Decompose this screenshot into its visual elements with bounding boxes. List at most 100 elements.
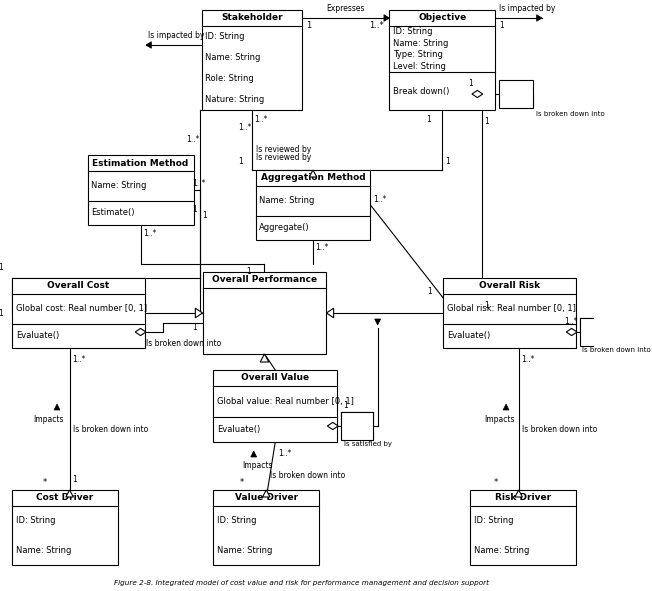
Text: Stakeholder: Stakeholder xyxy=(221,14,283,22)
Text: Is broken down into: Is broken down into xyxy=(582,347,650,353)
Text: 1: 1 xyxy=(0,309,3,317)
Text: 1..*: 1..* xyxy=(373,196,387,204)
Bar xyxy=(256,170,370,240)
Text: Global cost: Real number [0, 1]: Global cost: Real number [0, 1] xyxy=(16,304,147,313)
Text: Overall Risk: Overall Risk xyxy=(479,281,541,291)
Text: 1: 1 xyxy=(468,80,473,89)
Text: 1: 1 xyxy=(192,323,198,333)
Polygon shape xyxy=(515,490,522,497)
Text: 1: 1 xyxy=(484,118,489,126)
Text: ID: String: ID: String xyxy=(393,27,432,36)
Text: 1..*: 1..* xyxy=(143,229,156,238)
Text: 1: 1 xyxy=(426,115,431,125)
Text: Name: String: Name: String xyxy=(393,39,449,48)
Text: Value Driver: Value Driver xyxy=(235,493,298,502)
Text: Name: String: Name: String xyxy=(217,545,273,555)
Text: Break down(): Break down() xyxy=(393,87,449,96)
Text: Is broken down into: Is broken down into xyxy=(522,424,597,434)
Text: Objective: Objective xyxy=(418,14,466,22)
Text: Risk Driver: Risk Driver xyxy=(495,493,551,502)
Text: 1..*: 1..* xyxy=(278,450,291,459)
Text: Is broken down into: Is broken down into xyxy=(73,424,149,434)
Polygon shape xyxy=(146,42,151,48)
Polygon shape xyxy=(375,319,381,325)
Text: Overall Performance: Overall Performance xyxy=(212,275,317,284)
Polygon shape xyxy=(327,423,338,430)
Text: Figure 2-8. Integrated model of cost value and risk for performance management a: Figure 2-8. Integrated model of cost val… xyxy=(114,580,489,586)
Text: 1: 1 xyxy=(72,476,77,485)
Text: Aggregate(): Aggregate() xyxy=(259,223,310,232)
Text: *: * xyxy=(494,478,497,486)
Text: Level: String: Level: String xyxy=(393,62,446,71)
Polygon shape xyxy=(309,170,317,177)
Text: Is reviewed by: Is reviewed by xyxy=(256,145,312,154)
Bar xyxy=(443,278,576,348)
Bar xyxy=(213,370,337,442)
Text: Expresses: Expresses xyxy=(327,4,365,13)
Polygon shape xyxy=(66,490,74,497)
Text: Impacts: Impacts xyxy=(242,462,273,470)
Text: 1: 1 xyxy=(499,21,503,30)
Text: 1..*: 1..* xyxy=(316,243,329,252)
Text: Name: String: Name: String xyxy=(91,181,147,190)
Text: Is satisfied by: Is satisfied by xyxy=(344,441,391,447)
Text: 1..*: 1..* xyxy=(192,180,206,189)
Text: 1: 1 xyxy=(427,287,432,297)
Text: Role: String: Role: String xyxy=(205,74,254,83)
Text: Overall Value: Overall Value xyxy=(241,374,309,382)
Text: 1..*: 1..* xyxy=(186,135,200,145)
Text: 1..*: 1..* xyxy=(72,356,85,365)
Text: 1: 1 xyxy=(306,21,311,31)
Text: 1: 1 xyxy=(344,401,348,411)
Text: Cost Driver: Cost Driver xyxy=(37,493,94,502)
Text: 1: 1 xyxy=(203,210,207,219)
Text: Impacts: Impacts xyxy=(34,414,64,424)
Text: *: * xyxy=(42,478,47,486)
Text: Is broken down into: Is broken down into xyxy=(270,472,345,480)
Text: 1: 1 xyxy=(484,301,489,310)
Text: Global value: Real number [0, 1]: Global value: Real number [0, 1] xyxy=(217,397,354,406)
Bar xyxy=(87,155,194,225)
Text: Is impacted by: Is impacted by xyxy=(499,4,556,13)
Text: ID: String: ID: String xyxy=(217,517,256,525)
Bar xyxy=(12,490,118,565)
Polygon shape xyxy=(503,404,509,410)
Bar xyxy=(389,10,496,110)
Polygon shape xyxy=(327,308,334,318)
Polygon shape xyxy=(566,329,577,336)
Text: Is broken down into: Is broken down into xyxy=(536,111,604,117)
Text: ID: String: ID: String xyxy=(16,517,55,525)
Bar xyxy=(203,272,327,354)
Text: 1..*: 1..* xyxy=(239,124,252,132)
Text: ID: String: ID: String xyxy=(474,517,513,525)
Text: Evaluate(): Evaluate() xyxy=(447,332,490,340)
Polygon shape xyxy=(251,451,257,457)
Text: 1: 1 xyxy=(0,264,3,272)
Bar xyxy=(12,278,145,348)
Text: *: * xyxy=(239,478,244,486)
Bar xyxy=(341,412,373,440)
Text: Is reviewed by: Is reviewed by xyxy=(256,154,312,163)
Text: Evaluate(): Evaluate() xyxy=(217,425,260,434)
Text: Is impacted by: Is impacted by xyxy=(148,31,204,40)
Text: 1: 1 xyxy=(445,157,450,167)
Bar xyxy=(201,10,303,110)
Text: Estimation Method: Estimation Method xyxy=(93,158,188,167)
Text: 1: 1 xyxy=(192,206,198,215)
Text: Evaluate(): Evaluate() xyxy=(16,332,59,340)
Text: 1..*: 1..* xyxy=(370,21,384,31)
Polygon shape xyxy=(537,15,542,21)
Text: Name: String: Name: String xyxy=(259,196,314,205)
Text: Type: String: Type: String xyxy=(393,50,443,59)
Text: 1..*: 1..* xyxy=(565,317,578,326)
Text: Estimate(): Estimate() xyxy=(91,209,135,217)
Text: Impacts: Impacts xyxy=(484,414,515,424)
Text: 1..*: 1..* xyxy=(255,115,268,125)
Text: Nature: String: Nature: String xyxy=(205,95,265,104)
Text: Name: String: Name: String xyxy=(16,545,71,555)
Text: 1: 1 xyxy=(246,268,251,277)
Polygon shape xyxy=(260,354,269,362)
Text: 1: 1 xyxy=(239,157,243,167)
Text: 1..*: 1..* xyxy=(522,356,535,365)
Text: ID: String: ID: String xyxy=(205,32,244,41)
